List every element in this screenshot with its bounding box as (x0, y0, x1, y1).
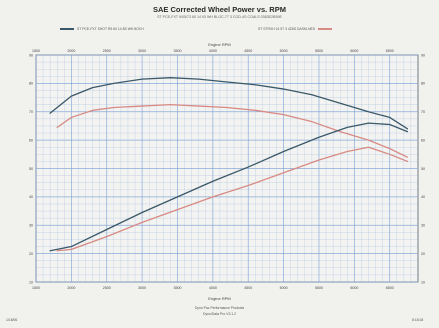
x-tick-label-bottom: 2000 (67, 286, 75, 290)
y-tick-label-left: 70 (29, 110, 33, 114)
y-tick-label-left: 40 (29, 195, 33, 199)
footer-line-1: Dyno Pac Performance Products (194, 306, 245, 310)
x-tick-label-bottom: 1500 (32, 286, 40, 290)
legend-swatch-red (318, 28, 333, 30)
y-tick-label-left: 90 (29, 53, 33, 57)
x-tick-label-top: 6500 (386, 49, 394, 53)
series-lines (49, 77, 409, 252)
x-tick-label-top: 5000 (280, 49, 288, 53)
x-tick-label-bottom: 6500 (386, 286, 394, 290)
y-tick-label-left: 30 (29, 224, 33, 228)
y-tick-label-left: 60 (29, 138, 33, 142)
y-tick-label-right: 50 (421, 167, 425, 171)
y-tick-label-left: 50 (29, 167, 33, 171)
grid (35, 54, 419, 283)
series-line-4 (56, 146, 409, 252)
x-axis-label: Engine RPM (208, 296, 231, 301)
x-tick-label-top: 6000 (350, 49, 358, 53)
x-tick-label-top: 1500 (32, 49, 40, 53)
footer-line-2: Dyno/Data Pro V3.1.2 (203, 312, 236, 316)
y-tick-label-right: 70 (421, 110, 425, 114)
series-line-3 (49, 122, 409, 252)
legend-entry-red: ST STRXH 14 57 3 4Z6S DASKLNES (258, 27, 333, 31)
tick-labels: 1500 1500 2000 2000 2500 2500 3000 3000 3500 3500… (29, 49, 425, 290)
series-line-1 (49, 77, 409, 130)
y-tick-label-left: 20 (29, 252, 33, 256)
y-tick-label-right: 60 (421, 138, 425, 142)
x-tick-label-bottom: 2500 (103, 286, 111, 290)
x-tick-label-bottom: 5500 (315, 286, 323, 290)
x-tick-label-bottom: 6000 (350, 286, 358, 290)
y-tick-label-right: 20 (421, 252, 425, 256)
x-tick-label-bottom: 4000 (209, 286, 217, 290)
legend-entry-dark: ST PCE-FXT SHOT R5 60 14 8S WH 8OCH (60, 27, 144, 31)
legend-label-dark: ST PCE-FXT SHOT R5 60 14 8S WH 8OCH (77, 27, 144, 31)
x-tick-label-bottom: 3000 (138, 286, 146, 290)
y-tick-label-right: 10 (421, 280, 425, 284)
x-tick-label-bottom: 5000 (280, 286, 288, 290)
x-tick-label-top: 2500 (103, 49, 111, 53)
y-tick-label-right: 40 (421, 195, 425, 199)
footer-time: 8:18:18 (412, 318, 424, 322)
y-tick-label-left: 10 (29, 280, 33, 284)
chart-title: SAE Corrected Wheel Power vs. RPM (153, 5, 286, 14)
y-tick-label-left: 80 (29, 82, 33, 86)
x-tick-label-bottom: 4500 (244, 286, 252, 290)
chart-subtitle: ST PCE-FXT 9/05/73 60 14 93 WH BLOC-77 3… (157, 15, 282, 19)
x-tick-label-top: 3500 (173, 49, 181, 53)
x-tick-label-top: 4000 (209, 49, 217, 53)
series-line-2 (56, 104, 409, 158)
x-tick-label-bottom: 3500 (173, 286, 181, 290)
top-axis-label: Engine RPM (208, 42, 231, 47)
legend-swatch-dark (60, 28, 74, 30)
y-tick-label-right: 80 (421, 82, 425, 86)
y-tick-label-right: 90 (421, 53, 425, 57)
legend-label-red: ST STRXH 14 57 3 4Z6S DASKLNES (258, 27, 316, 31)
footer-date: 1/18/06 (6, 318, 18, 322)
x-tick-label-top: 5500 (315, 49, 323, 53)
x-tick-label-top: 4500 (244, 49, 252, 53)
y-tick-label-right: 30 (421, 224, 425, 228)
x-tick-label-top: 2000 (67, 49, 75, 53)
x-tick-label-top: 3000 (138, 49, 146, 53)
